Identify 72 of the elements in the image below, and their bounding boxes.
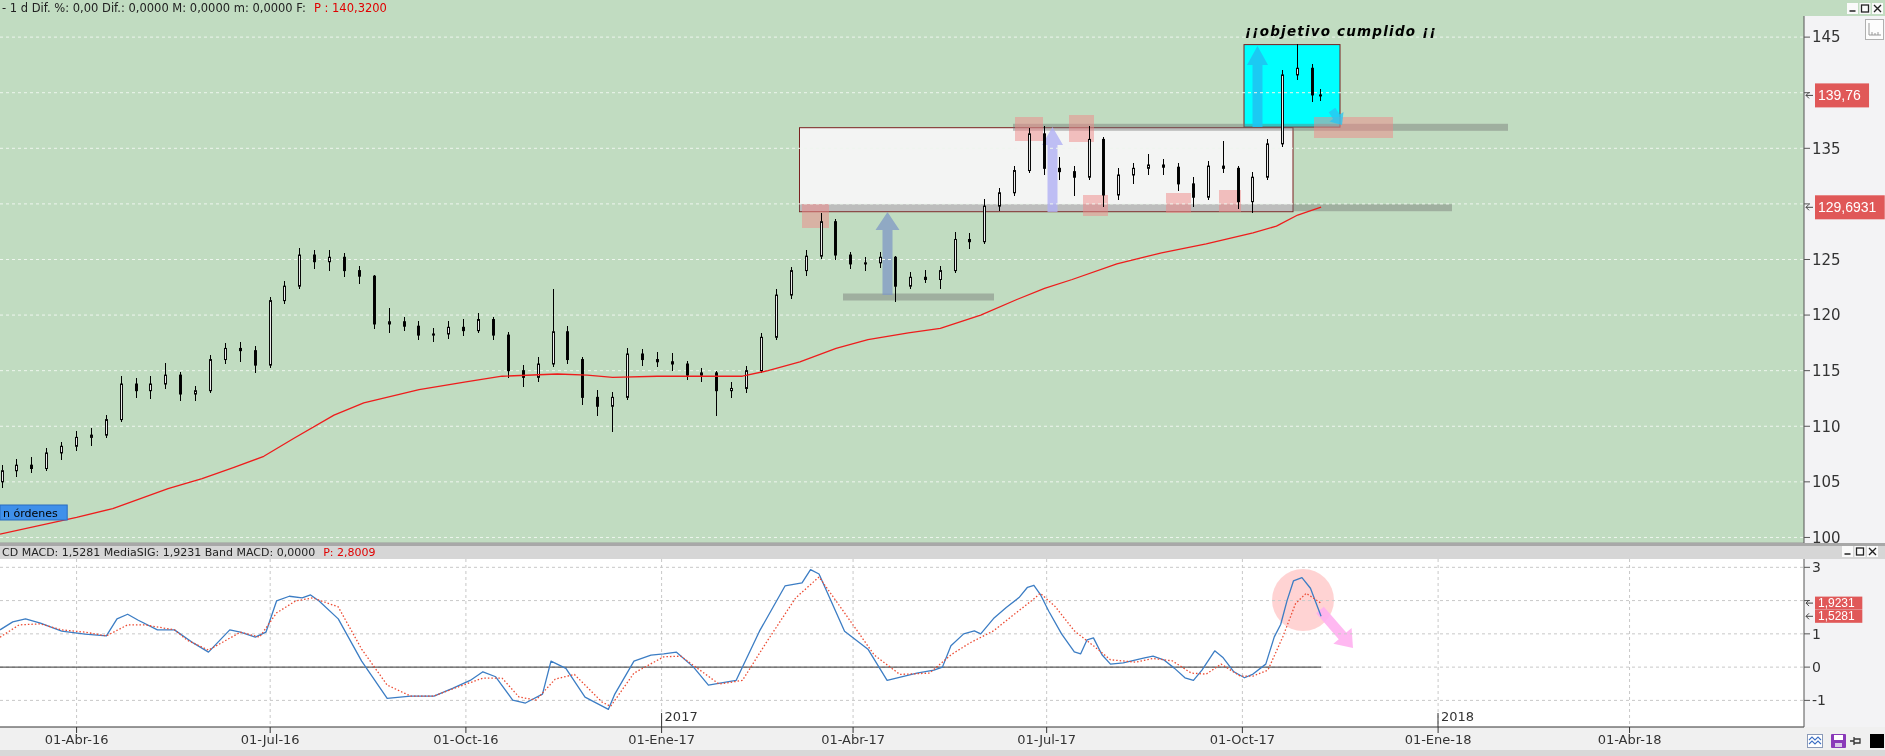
y-tick-label: 125: [1812, 250, 1841, 269]
chart-subtitle: P: 2,8009: [323, 546, 376, 559]
chart-title: - 1 d Dif. %: 0,00 Dif.: 0,0000 M: 0,0000 m: 0,0000 F:: [2, 1, 306, 15]
y-tick-label: -1: [1812, 692, 1826, 709]
candlestick: [805, 250, 808, 276]
annotation: ¡¡objetivo cumplido ¡¡: [1245, 22, 1437, 39]
text: 1,5281: [1818, 609, 1856, 624]
candlestick: [343, 253, 346, 277]
candlestick: [1177, 163, 1180, 192]
candlestick: [1296, 44, 1299, 80]
candlestick: [596, 390, 599, 416]
candlestick: [1222, 141, 1225, 174]
y-tick-label: 145: [1812, 28, 1841, 47]
annotation: n órdenes: [3, 506, 59, 520]
y-tick-label: 100: [1812, 528, 1841, 547]
text: 1,9231: [1818, 596, 1856, 611]
candlestick: [179, 372, 182, 402]
annotation: 2017: [664, 708, 698, 724]
candlestick: [105, 414, 108, 438]
y-tick-label: 105: [1812, 473, 1841, 492]
candlestick: [1117, 167, 1120, 200]
x-tick-label: 01-Ene-18: [1404, 732, 1472, 748]
text: 129,6931: [1818, 199, 1877, 216]
y-tick-label: 1: [1812, 625, 1821, 642]
candlestick: [1, 464, 4, 488]
candlestick: [254, 345, 257, 374]
candlestick: [998, 187, 1001, 212]
candlestick: [239, 342, 242, 363]
chart-subtitle: P : 140,3200: [313, 1, 387, 15]
y-tick-label: 3: [1812, 559, 1821, 576]
x-tick-label: 01-Ene-17: [628, 732, 696, 748]
candlestick: [135, 377, 138, 398]
y-tick-label: 0: [1812, 659, 1821, 676]
y-tick-label: 115: [1812, 361, 1841, 380]
x-tick-label: 01-Jul-17: [1017, 732, 1077, 748]
candlestick: [45, 448, 48, 472]
candlestick: [1013, 165, 1016, 196]
x-tick-label: 01-Abr-18: [1597, 732, 1662, 748]
x-tick-label: 01-Oct-16: [433, 732, 499, 748]
candlestick: [164, 363, 167, 389]
candlestick: [537, 356, 540, 383]
candlestick: [656, 352, 659, 367]
candlestick: [1132, 163, 1135, 185]
candlestick: [388, 307, 391, 334]
candlestick: [1058, 156, 1061, 180]
candlestick: [75, 431, 78, 452]
candlestick: [730, 382, 733, 398]
line-series: [0, 206, 1322, 535]
y-tick-label: 135: [1812, 139, 1841, 158]
candlestick: [149, 375, 152, 399]
annotation: 2018: [1441, 708, 1475, 724]
candlestick: [283, 281, 286, 305]
text: 139,76: [1818, 87, 1862, 104]
candlestick: [328, 250, 331, 272]
candlestick: [715, 371, 718, 416]
x-tick-label: 01-Jul-16: [240, 732, 300, 748]
candlestick: [492, 316, 495, 341]
candlestick: [611, 392, 614, 433]
x-tick-label: 01-Abr-17: [821, 732, 885, 748]
y-tick-label: 120: [1812, 306, 1841, 325]
x-tick-label: 01-Oct-17: [1209, 732, 1276, 748]
candlestick: [1147, 154, 1150, 176]
candlestick: [968, 233, 971, 249]
y-tick-label: 110: [1812, 417, 1841, 436]
candlestick: [477, 313, 480, 334]
candlestick: [939, 265, 942, 289]
candlestick: [224, 343, 227, 365]
candlestick: [1192, 176, 1195, 207]
chart-title: CD MACD: 1,5281 MediaSIG: 1,9231 Band MACD: 0,0000: [2, 546, 316, 559]
candlestick: [745, 365, 748, 394]
candlestick: [1073, 165, 1076, 196]
x-tick-label: 01-Abr-16: [44, 732, 109, 748]
